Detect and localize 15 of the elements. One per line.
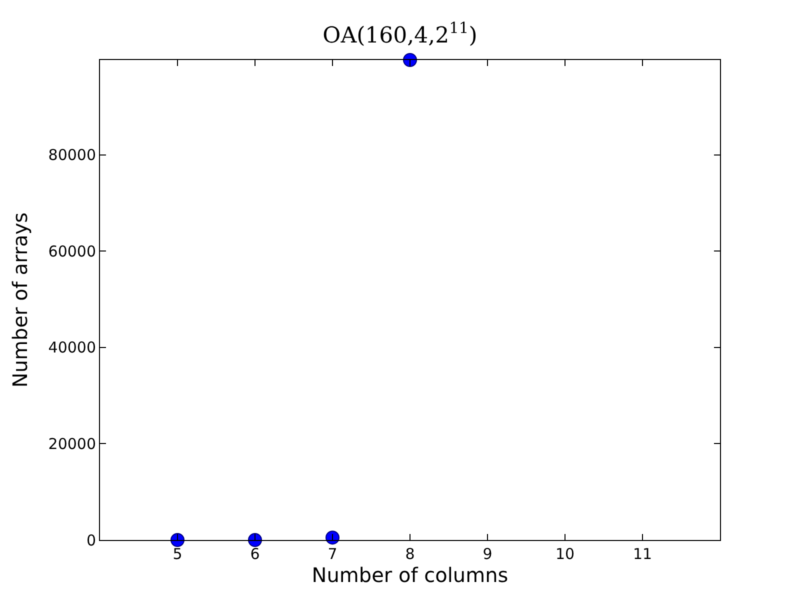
y-tick-label: 80000: [48, 146, 96, 164]
y-axis-title: Number of arrays: [8, 212, 32, 388]
x-axis-title: Number of columns: [312, 563, 508, 587]
x-tick-label: 6: [250, 545, 260, 563]
x-tick-label: 7: [328, 545, 338, 563]
y-tick-label: 60000: [48, 242, 96, 260]
y-tick-label: 40000: [48, 338, 96, 357]
x-tick-label: 5: [172, 545, 182, 563]
x-tick-label: 10: [555, 545, 575, 563]
x-tick-label: 8: [405, 545, 415, 563]
x-tick-label: 9: [482, 545, 492, 563]
x-tick-label: 11: [632, 545, 652, 563]
y-tick-label: 20000: [48, 434, 96, 453]
y-tick-label: 0: [86, 531, 96, 550]
chart-title: OA(160,4,2$^{11}$): [322, 19, 478, 48]
